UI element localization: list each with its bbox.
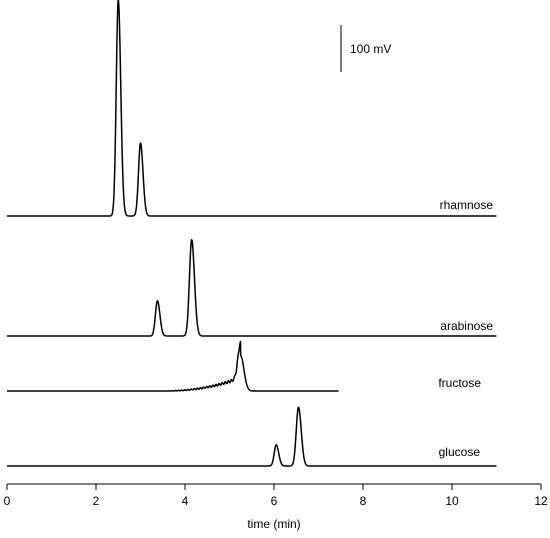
scale-bar: 100 mV <box>340 25 391 72</box>
x-tick-label-12: 12 <box>534 494 548 508</box>
series-label-rhamnose: rhamnose <box>440 198 494 212</box>
x-axis: 0 2 4 6 8 10 12 <box>4 483 548 508</box>
series-label-fructose: fructose <box>438 376 481 390</box>
trace-glucose <box>6 406 497 467</box>
trace-arabinose <box>6 238 497 337</box>
x-axis-title: time (min) <box>247 517 300 531</box>
x-tick-label-8: 8 <box>360 494 367 508</box>
x-tick-label-2: 2 <box>93 494 100 508</box>
x-tick-label-10: 10 <box>445 494 459 508</box>
series-labels: rhamnose arabinose fructose glucose <box>438 198 493 459</box>
x-tick-label-4: 4 <box>182 494 189 508</box>
series-label-glucose: glucose <box>439 445 481 459</box>
trace-rhamnose <box>6 0 497 217</box>
x-tick-label-6: 6 <box>271 494 278 508</box>
series-label-arabinose: arabinose <box>440 319 493 333</box>
trace-fructose <box>6 340 340 392</box>
x-tick-label-0: 0 <box>4 494 11 508</box>
traces-group <box>6 0 497 467</box>
scale-bar-label: 100 mV <box>350 42 391 56</box>
